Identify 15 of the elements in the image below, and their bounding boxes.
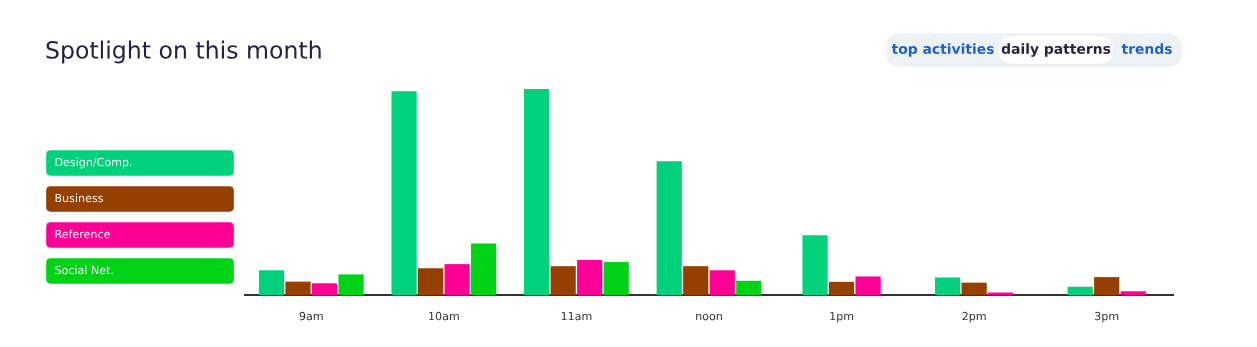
text: Social Net. (55, 265, 113, 275)
text: daily patterns (1001, 43, 1111, 57)
x-tick-label: 3pm (1095, 311, 1119, 323)
x-tick-label: 9am (299, 311, 323, 321)
x-tick-label: 1pm (830, 312, 854, 323)
x-tick-label: noon (696, 313, 722, 321)
text: trends (1121, 43, 1172, 55)
x-tick-label: 11am (561, 312, 592, 321)
x-tick-label: 2pm (962, 311, 986, 323)
text: top activities (891, 43, 994, 57)
x-tick-label: 10am (429, 311, 459, 321)
text: Reference (55, 229, 110, 239)
text: Business (55, 193, 103, 203)
chart-title: Spotlight on this month (46, 40, 321, 64)
text: Design/Comp. (55, 157, 132, 169)
